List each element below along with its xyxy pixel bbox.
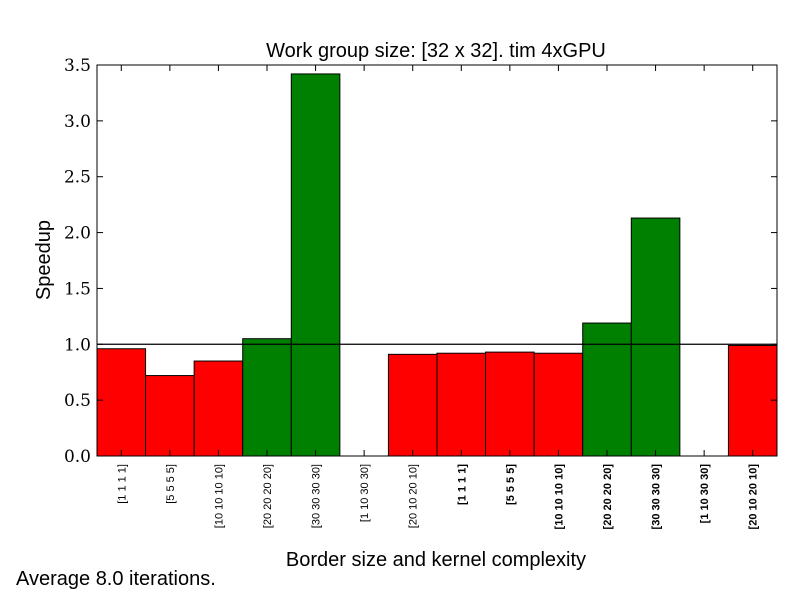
y-tick-label: 3.5	[64, 56, 91, 76]
y-tick-label: 0.5	[64, 391, 91, 411]
x-tick-label: [1 10 30 30]	[699, 464, 711, 524]
bar	[533, 352, 584, 457]
y-tick-label: 1.5	[64, 279, 91, 299]
y-tick-label: 0.0	[64, 447, 91, 467]
y-axis-ticks: 0.0 0.5 1.0 1.5 2.0 2.5 3.0 3.5	[64, 56, 777, 467]
bars	[96, 73, 778, 457]
plot-frame	[96, 64, 778, 457]
x-tick-label: [20 10 20 10]	[408, 464, 420, 528]
x-tick-label: [20 10 20 10]	[748, 464, 760, 530]
y-axis-label: Speedup	[33, 220, 55, 300]
y-tick-label: 1.0	[64, 335, 91, 355]
x-tick-label: [30 30 30 30]	[311, 464, 323, 528]
chart-title: Work group size: [32 x 32]. tim 4xGPU	[266, 40, 606, 62]
x-tick-label: [1 1 1 1]	[456, 464, 468, 505]
bar	[582, 322, 632, 457]
bar	[96, 348, 147, 457]
x-tick-label: [5 5 5 5]	[165, 464, 177, 504]
footer-note: Average 8.0 iterations.	[16, 568, 216, 590]
y-tick-label: 3.0	[64, 112, 91, 132]
bar	[145, 375, 195, 457]
y-tick-label: 2.0	[64, 224, 91, 244]
bar	[193, 360, 244, 457]
x-axis-label: Border size and kernel complexity	[286, 549, 586, 571]
x-tick-label: [20 20 20 20]	[602, 464, 614, 530]
x-tick-label: [20 20 20 20]	[262, 464, 274, 528]
x-tick-label: [10 10 10 10]	[213, 464, 225, 528]
x-tick-label: [10 10 10 10]	[553, 464, 565, 530]
bar	[242, 338, 292, 457]
bar	[387, 353, 438, 457]
x-tick-label: [30 30 30 30]	[651, 464, 663, 530]
bar	[727, 344, 778, 457]
x-tick-label: [5 5 5 5]	[505, 464, 517, 505]
bar	[436, 352, 487, 457]
bar	[485, 351, 535, 457]
bar	[290, 73, 341, 457]
y-tick-label: 2.5	[64, 168, 91, 188]
x-tick-label: [1 1 1 1]	[116, 464, 128, 504]
x-axis-ticks: [1 1 1 1] [5 5 5 5] [10 10 10 10] [20 20 20…	[116, 65, 760, 530]
bar	[630, 217, 681, 457]
x-tick-label: [1 10 30 30]	[359, 464, 371, 522]
